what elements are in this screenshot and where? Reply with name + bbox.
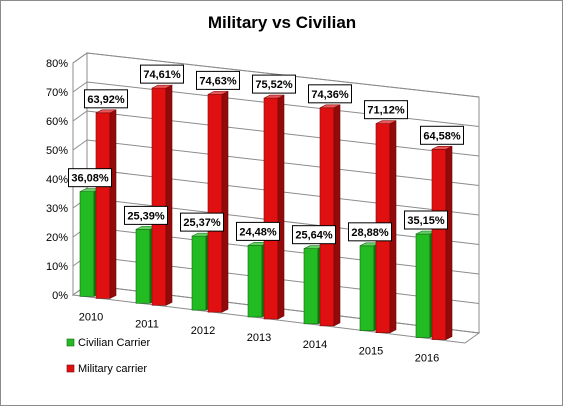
legend: Civilian Carrier Military carrier [66,337,150,375]
data-label-box [196,70,240,90]
bar-side [109,109,117,299]
bar-side [445,145,453,341]
data-label-box [420,125,464,145]
data-label-box [348,222,392,242]
data-label: 74,36% [311,89,349,101]
legend-label: Civilian Carrier [78,337,150,349]
data-label-box [404,210,448,230]
y-tick-label: 50% [46,145,68,157]
bar-front [207,94,223,313]
data-label: 64,58% [423,130,461,142]
bar-military-carrier [263,94,285,320]
data-label-box [180,212,224,232]
data-label-box [308,84,352,104]
y-tick-label: 40% [46,174,68,186]
data-label: 25,64% [295,230,333,242]
data-label: 36,08% [71,173,109,185]
y-tick-label: 30% [46,203,68,215]
data-label-box [68,168,112,188]
data-labels: 36,08% 63,92% 25,39% 74,61% 25,37% 74,63% 24,4… [68,64,464,245]
data-label: 24,48% [239,226,277,238]
bar-side [277,94,285,320]
bar-front [415,233,431,338]
x-axis-ticks: 2010 2011 2012 2013 2014 2015 2016 [79,311,439,364]
data-label: 71,12% [367,105,405,117]
data-label: 25,37% [183,217,221,229]
data-label-box [236,221,280,241]
bar-military-carrier [95,109,117,299]
bar-front [151,87,167,306]
x-tick-label: 2013 [247,332,271,344]
data-label-box [292,225,336,245]
x-tick-label: 2016 [415,353,439,365]
bar-military-carrier [431,145,453,341]
bar-front [359,245,375,332]
bar-top [263,94,285,99]
data-label-box [140,64,184,84]
y-tick-label: 60% [46,116,68,128]
bar-side [221,90,229,313]
bar-front [263,97,279,320]
data-label: 63,92% [87,94,125,106]
y-tick-label: 80% [46,58,68,70]
bar-front [135,229,151,304]
bar-front [431,148,447,340]
x-tick-label: 2011 [135,318,159,330]
data-label-box [124,205,168,225]
x-tick-label: 2012 [191,325,215,337]
y-axis-ticks: 0% 10% 20% 30% 40% 50% 60% 70% 80% [46,58,68,302]
data-label: 74,61% [143,69,181,81]
side-gridline [72,52,88,64]
y-tick-label: 0% [52,290,68,302]
x-tick-label: 2014 [303,339,327,351]
side-gridline [72,110,88,122]
bar-front [95,112,111,299]
legend-swatch [66,364,75,373]
legend-swatch [66,338,75,347]
data-label-box [364,100,408,120]
bar-front [247,245,263,318]
bar-top [151,84,173,89]
bar-side [333,104,341,327]
bar-front [79,191,95,297]
bar-military-carrier [151,84,173,306]
data-label: 35,15% [407,215,445,227]
x-tick-label: 2010 [79,311,103,323]
bar-top [319,104,341,109]
bar-top [431,145,453,150]
side-gridline [72,81,88,93]
bar-top [375,120,397,124]
y-tick-label: 10% [46,261,68,273]
bar-top [207,91,229,95]
bar-military-carrier [375,120,397,334]
x-tick-label: 2015 [359,346,383,358]
bar-military-carrier [207,90,229,313]
data-label: 25,39% [127,210,165,222]
data-label: 28,88% [351,227,389,239]
bar-front [319,107,335,327]
data-label: 74,63% [199,75,237,87]
bars [79,84,453,341]
chart-title: Military vs Civilian [208,13,356,32]
bar-front [191,235,207,311]
side-gridline [72,139,88,151]
bar-military-carrier [319,104,341,327]
y-tick-label: 70% [46,87,68,99]
y-tick-label: 20% [46,232,68,244]
data-label: 75,52% [255,79,293,91]
data-label-box [84,89,128,109]
data-label-box [252,74,296,94]
bar-top [95,109,117,114]
legend-label: Military carrier [78,363,147,375]
bar-front [303,248,319,325]
bar-side [165,84,173,306]
